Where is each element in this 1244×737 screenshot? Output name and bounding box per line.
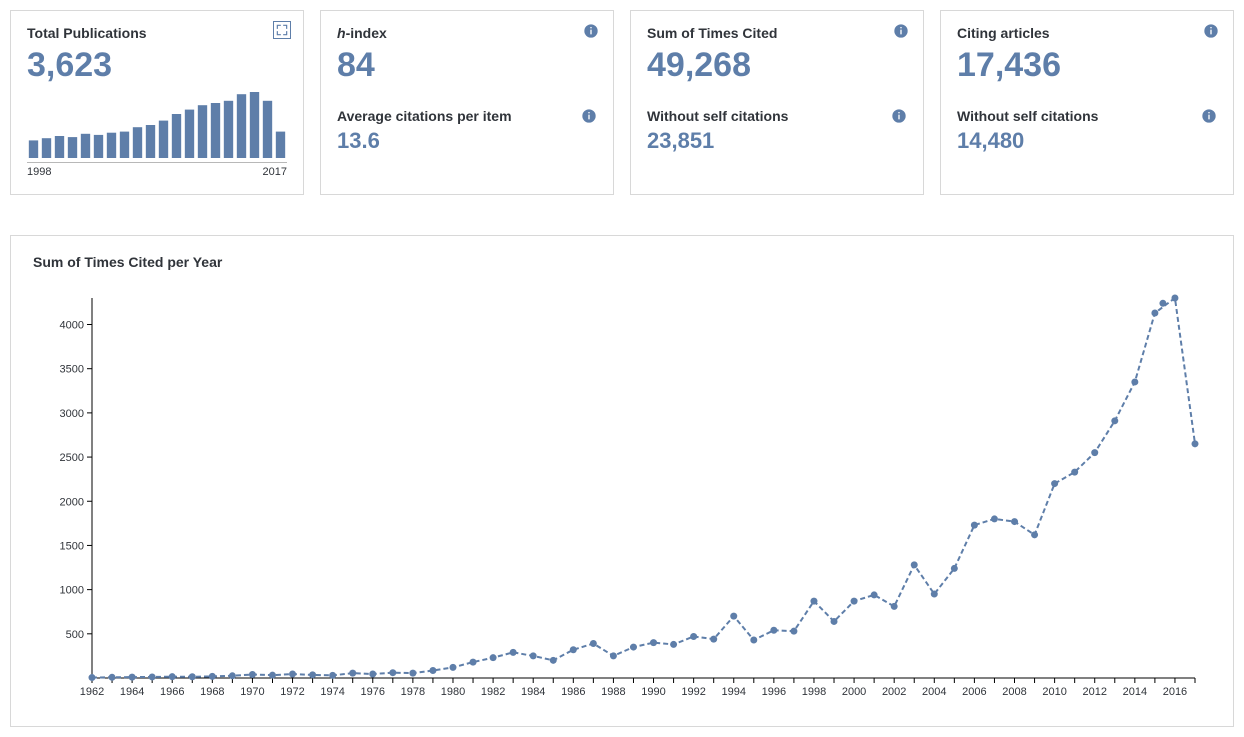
metrics-cards-row: Total Publications 3,623 1998 2017 h-ind… <box>10 10 1234 195</box>
svg-text:1968: 1968 <box>200 686 224 698</box>
citations-line-chart: 500 1000 1500 2000 2500 3000 3500 4000 1962 1964 1… <box>33 286 1211 706</box>
publications-sparkline: 1998 2017 <box>27 92 287 178</box>
svg-text:2002: 2002 <box>882 686 906 698</box>
card-sub-value: 23,851 <box>647 128 907 154</box>
info-icon[interactable] <box>581 108 597 124</box>
svg-text:2000: 2000 <box>60 497 84 509</box>
card-value: 49,268 <box>647 47 907 84</box>
svg-text:1000: 1000 <box>60 585 84 597</box>
info-icon[interactable] <box>583 23 599 39</box>
svg-text:1976: 1976 <box>361 686 385 698</box>
svg-text:1964: 1964 <box>120 686 144 698</box>
svg-text:3000: 3000 <box>60 408 84 420</box>
card-title: Total Publications <box>27 25 287 41</box>
h-italic: h <box>337 25 346 41</box>
svg-text:3500: 3500 <box>60 364 84 376</box>
svg-text:2010: 2010 <box>1042 686 1066 698</box>
svg-text:500: 500 <box>66 629 84 641</box>
card-sub: Without self citations 14,480 <box>957 108 1217 154</box>
card-sub: Without self citations 23,851 <box>647 108 907 154</box>
svg-text:1992: 1992 <box>681 686 705 698</box>
svg-text:1978: 1978 <box>401 686 425 698</box>
svg-text:1970: 1970 <box>240 686 264 698</box>
svg-text:1998: 1998 <box>802 686 826 698</box>
card-value: 84 <box>337 47 597 84</box>
svg-text:1988: 1988 <box>601 686 625 698</box>
card-title: Citing articles <box>957 25 1217 41</box>
card-title: Sum of Times Cited <box>647 25 907 41</box>
card-sub: Average citations per item 13.6 <box>337 108 597 154</box>
svg-text:1986: 1986 <box>561 686 585 698</box>
card-sub-title: Without self citations <box>957 108 1217 124</box>
sparkline-end-label: 2017 <box>263 166 287 178</box>
info-icon[interactable] <box>891 108 907 124</box>
card-value: 3,623 <box>27 47 287 84</box>
svg-text:2000: 2000 <box>842 686 866 698</box>
svg-text:1982: 1982 <box>481 686 505 698</box>
info-icon[interactable] <box>1201 108 1217 124</box>
svg-text:1500: 1500 <box>60 541 84 553</box>
card-title: h-index <box>337 25 597 41</box>
card-sub-title: Average citations per item <box>337 108 597 124</box>
svg-text:2014: 2014 <box>1123 686 1147 698</box>
svg-text:2004: 2004 <box>922 686 946 698</box>
svg-text:2016: 2016 <box>1163 686 1187 698</box>
citations-per-year-chart-card: Sum of Times Cited per Year 500 1000 1500 2… <box>10 235 1234 727</box>
svg-text:1996: 1996 <box>762 686 786 698</box>
svg-text:1994: 1994 <box>722 686 746 698</box>
sparkline-start-label: 1998 <box>27 166 51 178</box>
svg-text:4000: 4000 <box>60 320 84 332</box>
card-sub-value: 14,480 <box>957 128 1217 154</box>
info-icon[interactable] <box>1203 23 1219 39</box>
info-icon[interactable] <box>893 23 909 39</box>
svg-text:1972: 1972 <box>280 686 304 698</box>
svg-text:2012: 2012 <box>1082 686 1106 698</box>
svg-text:2008: 2008 <box>1002 686 1026 698</box>
card-sub-title: Without self citations <box>647 108 907 124</box>
card-h-index: h-index 84 Average citations per item 13… <box>320 10 614 195</box>
card-citing-articles: Citing articles 17,436 Without self cita… <box>940 10 1234 195</box>
h-suffix: -index <box>346 25 387 41</box>
svg-text:1980: 1980 <box>441 686 465 698</box>
svg-text:2500: 2500 <box>60 452 84 464</box>
card-sub-value: 13.6 <box>337 128 597 154</box>
chart-title: Sum of Times Cited per Year <box>33 254 1211 270</box>
card-total-publications: Total Publications 3,623 1998 2017 <box>10 10 304 195</box>
svg-text:1974: 1974 <box>320 686 344 698</box>
svg-text:2006: 2006 <box>962 686 986 698</box>
svg-text:1966: 1966 <box>160 686 184 698</box>
expand-icon[interactable] <box>273 21 291 39</box>
svg-text:1990: 1990 <box>641 686 665 698</box>
svg-text:1962: 1962 <box>80 686 104 698</box>
card-value: 17,436 <box>957 47 1217 84</box>
card-times-cited: Sum of Times Cited 49,268 Without self c… <box>630 10 924 195</box>
svg-text:1984: 1984 <box>521 686 545 698</box>
